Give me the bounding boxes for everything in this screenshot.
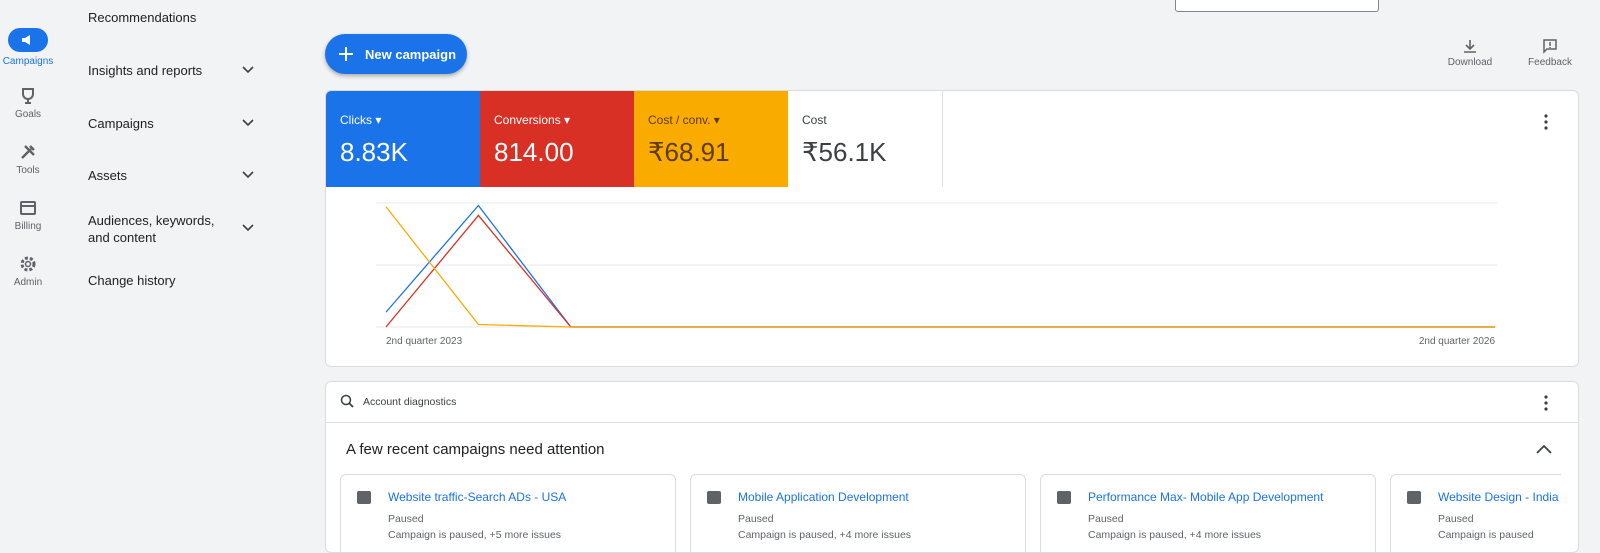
rail-item[interactable]: Tools: [0, 143, 56, 176]
chevron[interactable]: [242, 224, 254, 232]
chevron[interactable]: [242, 66, 254, 74]
metric-value: ₹68.91: [648, 137, 730, 167]
new-campaign-button[interactable]: New campaign: [325, 34, 467, 74]
nav-item[interactable]: Audiences, keywords, and content: [88, 213, 215, 245]
button-label: New campaign: [365, 47, 457, 62]
metric-label: Conversions ▾: [494, 113, 571, 127]
metric-tile[interactable]: Clicks ▾ 8.83K: [326, 91, 480, 187]
campaign-status: Paused: [1088, 513, 1124, 525]
series-line: [385, 204, 1495, 328]
more-menu[interactable]: [1543, 394, 1549, 412]
rail-item[interactable]: Admin: [0, 255, 56, 288]
campaign-icon: [707, 491, 721, 504]
collapse-button[interactable]: [1536, 444, 1552, 454]
rail-label: Goals: [14, 109, 42, 120]
action-label: Download: [1447, 57, 1493, 68]
rail-label: Billing: [14, 221, 42, 232]
rail-item[interactable]: Campaigns: [0, 28, 56, 67]
x-tick-label: 2nd quarter 2023: [386, 336, 463, 347]
diagnostics-icon: [340, 394, 354, 408]
rail-item[interactable]: Billing: [0, 199, 56, 232]
metric-value: 814.00: [494, 137, 574, 167]
rail-label: Admin: [13, 277, 43, 288]
campaign-name: Mobile Application Development: [738, 490, 909, 504]
rail-label: Campaigns: [2, 56, 54, 67]
campaign-icon: [1407, 491, 1421, 504]
rail-label: Tools: [16, 165, 40, 176]
nav-item[interactable]: Insights and reports: [88, 63, 203, 78]
campaign-name: Website traffic-Search ADs - USA: [388, 490, 567, 504]
metric-tile[interactable]: Conversions ▾ 814.00: [480, 91, 634, 187]
campaign-name: Website Design - India: [1438, 490, 1559, 504]
metric-label: Cost / conv. ▾: [648, 113, 720, 127]
diagnostics-card: Account diagnostics A few recent campaig…: [325, 381, 1579, 553]
search-box[interactable]: [1175, 0, 1379, 12]
diagnostics-title: Account diagnostics: [363, 396, 457, 408]
metric-label: Clicks ▾: [340, 113, 382, 127]
download-button[interactable]: Download: [1440, 38, 1500, 68]
campaign-card[interactable]: Mobile Application Development Paused Camp…: [690, 474, 1026, 552]
metric-tile[interactable]: Cost ₹56.1K: [788, 91, 943, 187]
metric-value: ₹56.1K: [802, 137, 887, 167]
performance-card: Clicks ▾ 8.83K Conversions ▾ 814.00 Cost / c…: [325, 90, 1579, 367]
rail-item[interactable]: Goals: [0, 87, 56, 120]
series-line: [385, 214, 1495, 328]
campaign-card[interactable]: Website traffic-Search ADs - USA Paused Ca…: [340, 474, 676, 552]
campaign-issues: Campaign is paused, +5 more issues: [388, 529, 562, 541]
action-label: Feedback: [1528, 57, 1572, 68]
campaign-issues: Campaign is paused, +4 more issues: [1088, 529, 1262, 541]
metric-label: Cost: [802, 113, 827, 127]
campaign-icon: [1057, 491, 1071, 504]
x-tick-label: 2nd quarter 2026: [1419, 336, 1496, 347]
campaign-name: Performance Max- Mobile App Development: [1088, 490, 1324, 504]
nav-item[interactable]: Change history: [88, 273, 176, 288]
diagnostics-heading: A few recent campaigns need attention: [346, 441, 605, 458]
more-menu[interactable]: [1543, 113, 1549, 131]
series-line: [385, 206, 1495, 328]
campaign-card[interactable]: Website Design - India Paused Campaign is …: [1390, 474, 1561, 552]
chevron[interactable]: [242, 119, 254, 127]
feedback-button[interactable]: Feedback: [1520, 38, 1580, 68]
campaign-issues: Campaign is paused, +4 more issues: [738, 529, 912, 541]
nav-item[interactable]: Assets: [88, 168, 128, 183]
campaign-status: Paused: [1438, 513, 1474, 525]
chevron[interactable]: [242, 171, 254, 179]
rail: Campaigns Goals Tools Billing Admin: [0, 0, 56, 543]
divider: [326, 422, 1578, 423]
campaign-cards: Website traffic-Search ADs - USA Paused Ca…: [326, 382, 1561, 552]
nav-item[interactable]: Recommendations: [88, 10, 197, 25]
campaign-status: Paused: [738, 513, 774, 525]
chart: 2nd quarter 2023 2nd quarter 2026: [376, 202, 1497, 347]
campaign-issues: Campaign is paused: [1438, 529, 1534, 541]
metric-value: 8.83K: [340, 137, 408, 167]
campaign-status: Paused: [388, 513, 424, 525]
metric-tile[interactable]: Cost / conv. ▾ ₹68.91: [634, 91, 788, 187]
campaign-card[interactable]: Performance Max- Mobile App Development P…: [1040, 474, 1376, 552]
campaign-icon: [357, 491, 371, 504]
nav-item[interactable]: Campaigns: [88, 116, 154, 131]
